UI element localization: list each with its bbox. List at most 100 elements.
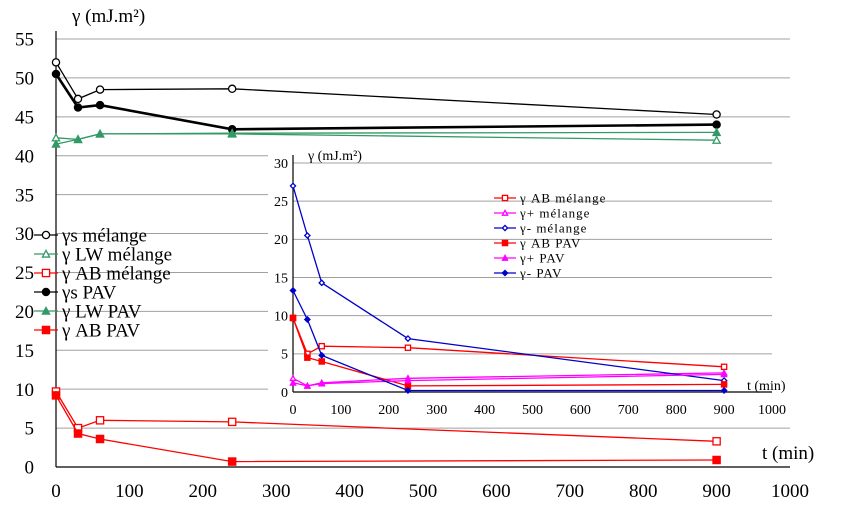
legend-label: γ LW PAV [61,302,142,323]
legend-label: γ- mélange [519,221,587,236]
x-tick-label: 800 [666,403,687,418]
x-tick-label: 100 [330,403,351,418]
legend-swatch-marker [41,325,51,335]
x-tick-label: 900 [714,403,735,418]
data-point [95,128,105,138]
series-line [54,73,717,131]
data-point [95,416,105,425]
y-axis-title: γ (mJ.m²) [307,149,362,164]
data-point [227,128,237,137]
data-point [289,378,297,386]
data-point [404,386,412,394]
legend-label: γ AB PAV [519,236,581,251]
data-point [720,363,728,371]
x-tick-label: 300 [262,481,291,501]
x-axis-title: t (min) [747,379,786,394]
y-tick-label: 30 [274,157,288,172]
y-tick-label: 20 [274,233,288,248]
y-tick-label: 10 [15,380,34,401]
legend-label: γ+ PAV [519,251,565,266]
data-point [95,85,105,94]
x-tick-label: 600 [482,481,511,501]
data-point [712,437,721,446]
x-tick-label: 500 [522,403,543,418]
data-point [720,386,728,394]
data-point [95,434,105,444]
data-point [303,315,311,324]
y-tick-label: 55 [15,30,34,51]
legend-swatch-marker [501,194,509,202]
data-point [712,110,721,119]
data-point [289,286,297,294]
y-tick-label: 35 [15,185,34,206]
legend-swatch-marker [501,224,509,232]
series-line [55,133,717,141]
legend-swatch-marker [41,249,51,258]
legend-label: γ- PAV [519,266,562,281]
x-tick-label: 800 [629,481,658,501]
x-tick-label: 300 [426,403,447,418]
x-tick-label: 400 [335,481,364,501]
data-point [51,69,61,79]
x-tick-label: 1000 [758,403,786,418]
x-tick-label: 600 [570,403,591,418]
x-tick-label: 200 [378,403,399,418]
legend-swatch-marker [41,268,51,278]
x-tick-label: 0 [51,481,61,501]
x-tick-label: 900 [702,481,731,501]
legend-swatch-marker [501,254,509,261]
y-tick-label: 25 [15,263,34,284]
legend-label: γ AB PAV [61,321,140,342]
data-point [712,120,721,129]
legend-label: γ AB mélange [61,264,171,285]
data-point [318,358,325,365]
data-point [73,94,83,104]
legend-swatch-marker [41,287,51,297]
data-point [720,370,728,378]
y-tick-label: 15 [274,271,288,286]
series-line [55,131,717,145]
y-tick-label: 45 [15,107,34,128]
y-axis-title: γ (mJ.m²) [71,6,145,27]
x-axis-title: t (min) [762,443,814,464]
y-tick-label: 20 [15,302,34,323]
data-point [289,314,297,322]
legend-label: γs PAV [61,283,117,304]
legend-swatch-marker [41,306,51,315]
data-point [404,335,412,343]
x-tick-label: 1000 [771,481,809,501]
data-point [318,342,325,350]
data-point [318,351,326,359]
data-point [711,127,722,137]
data-point [227,417,237,427]
x-tick-label: 400 [474,403,495,418]
y-tick-label: 0 [281,386,288,401]
data-point [227,457,237,466]
x-tick-label: 0 [290,403,297,418]
legend-swatch-marker [41,230,51,240]
data-point [404,344,412,351]
data-point [51,58,61,67]
x-tick-label: 700 [618,403,639,418]
data-point [73,134,83,144]
legend-swatch-marker [501,209,509,216]
data-point [404,376,412,384]
legend-label: γs mélange [61,226,147,247]
data-point [289,182,297,190]
data-point [304,354,311,361]
y-tick-label: 0 [25,458,35,479]
y-tick-label: 10 [274,310,288,325]
data-point [227,84,237,94]
data-point [712,455,721,465]
data-point [73,103,83,112]
x-tick-label: 500 [409,481,438,501]
legend-swatch-marker [501,239,509,247]
data-point [51,391,61,400]
legend-label: γ LW mélange [61,245,172,266]
data-point [720,381,728,388]
data-point [73,429,83,438]
data-point [318,379,326,387]
